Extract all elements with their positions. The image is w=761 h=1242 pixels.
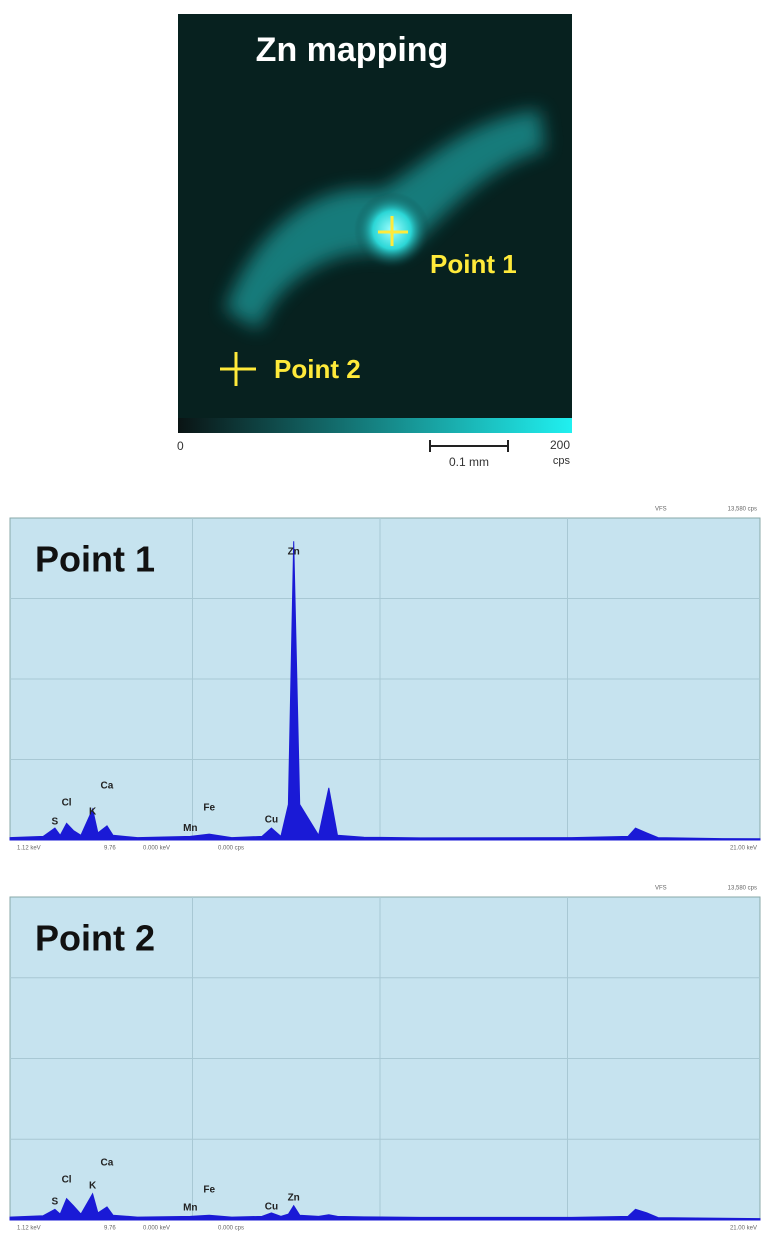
corner-label: VFS <box>655 507 667 513</box>
chart-title: Point 2 <box>35 918 155 959</box>
footer-label: 1.12 keV <box>17 1226 41 1232</box>
peak-label: Cl <box>62 1175 72 1186</box>
footer-label: 21.00 keV <box>730 1226 757 1232</box>
footer-label: 0.000 keV <box>143 1226 170 1232</box>
chart-title: Point 1 <box>35 539 155 580</box>
footer-label: 0.000 cps <box>218 846 244 852</box>
footer-label: 21.00 keV <box>730 846 757 852</box>
peak-label: Mn <box>183 823 197 834</box>
peak-label: Zn <box>288 1193 300 1204</box>
peak-label: Cu <box>265 1202 278 1213</box>
footer-label: 1.12 keV <box>17 846 41 852</box>
footer-label: 9.76 <box>104 846 116 852</box>
corner-label: 13,580 cps <box>728 886 757 892</box>
footer-label: 0.000 keV <box>143 846 170 852</box>
zn-map: Zn mapping Point 1 Point 2 0 200 cps 0.1… <box>177 14 572 469</box>
corner-label: 13,580 cps <box>728 507 757 513</box>
peak-label: K <box>89 807 97 818</box>
footer-label: 0.000 cps <box>218 1226 244 1232</box>
corner-label: VFS <box>655 886 667 892</box>
peak-label: Ca <box>101 781 114 792</box>
point-label: Point 2 <box>274 354 361 384</box>
peak-label: Fe <box>203 1185 215 1196</box>
peak-label: S <box>52 817 59 828</box>
peak-label: K <box>89 1181 97 1192</box>
footer-label: 9.76 <box>104 1226 116 1232</box>
scale-min: 0 <box>177 439 184 453</box>
peak-label: Ca <box>101 1158 114 1169</box>
scale-bar-label: 0.1 mm <box>449 455 489 469</box>
peak-label: Zn <box>288 547 300 558</box>
peak-label: Cu <box>265 815 278 826</box>
point-label: Point 1 <box>430 249 517 279</box>
peak-label: Fe <box>203 803 215 814</box>
peak-label: S <box>52 1197 59 1208</box>
figure: Zn mapping Point 1 Point 2 0 200 cps 0.1… <box>0 0 761 1237</box>
scale-unit: cps <box>553 455 571 467</box>
map-title: Zn mapping <box>256 31 449 69</box>
peak-label: Cl <box>62 798 72 809</box>
scale-max: 200 <box>550 438 570 452</box>
peak-label: Mn <box>183 1203 197 1214</box>
page: Zn mapping Point 1 Point 2 0 200 cps 0.1… <box>0 0 761 1242</box>
